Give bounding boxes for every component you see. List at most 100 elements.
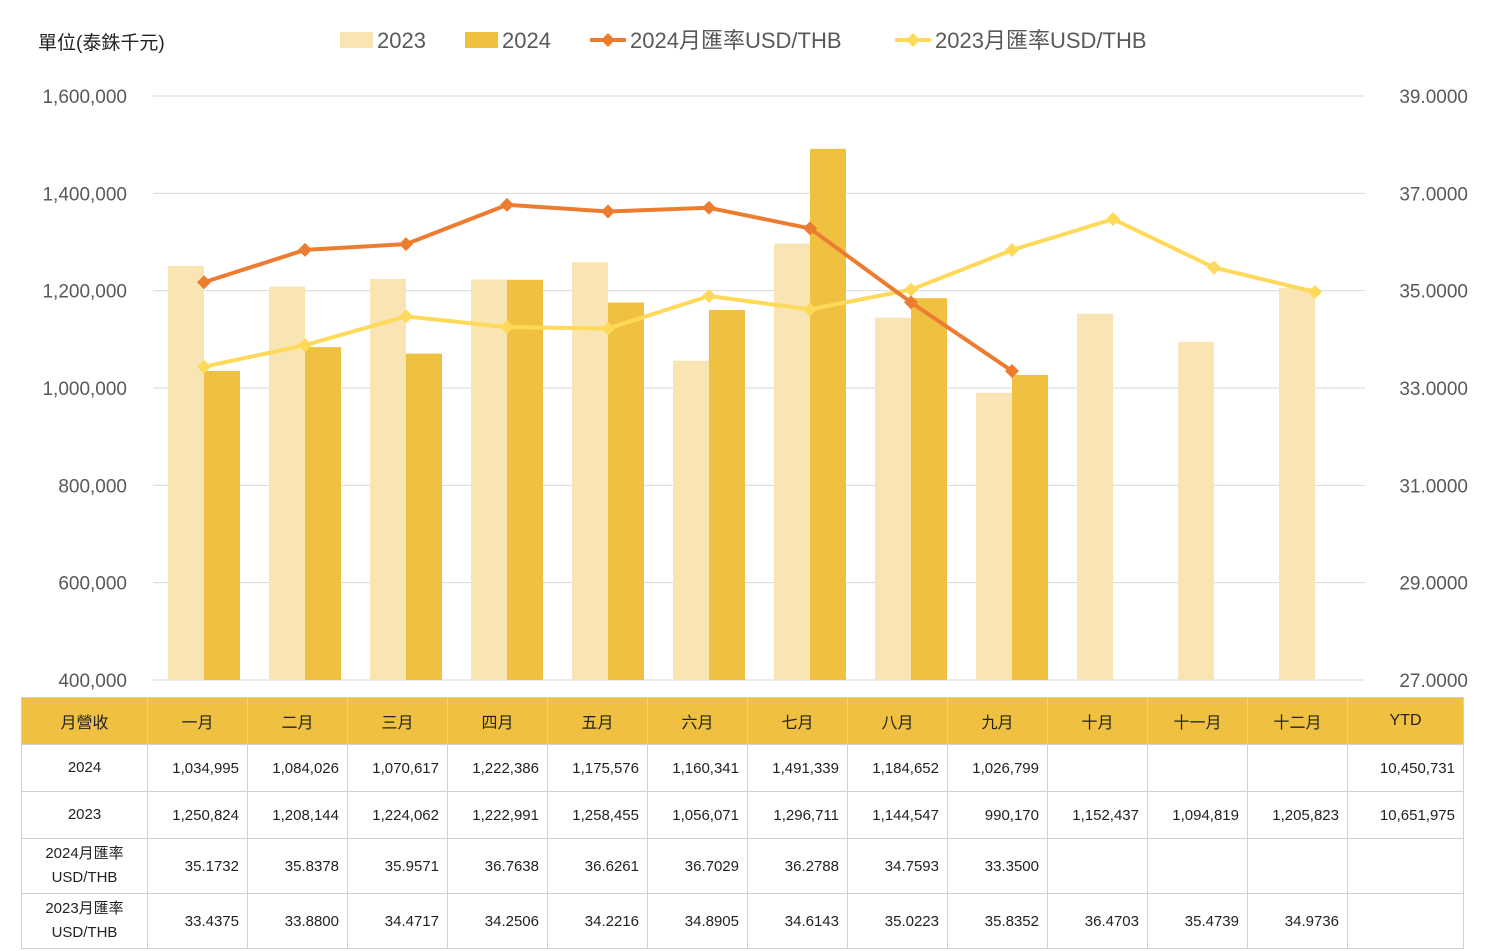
bar-2024-8	[1012, 374, 1048, 680]
legend-swatch-2023	[340, 32, 373, 48]
point-2023月匯率USD/THB-1	[298, 338, 312, 353]
y-right-tick-label: 37.0000	[1399, 184, 1468, 205]
table-cell	[1347, 893, 1464, 949]
bar-2024-5	[709, 309, 745, 680]
bar-2024-7	[911, 298, 947, 680]
table-cell: 34.6143	[747, 893, 848, 949]
table-cell	[1147, 838, 1248, 894]
point-2024月匯率USD/THB-1	[298, 242, 312, 257]
table-cell: 34.7593	[847, 838, 948, 894]
table-cell: 36.7029	[647, 838, 748, 894]
bar-2024-0	[204, 370, 240, 680]
bar-2023-11	[1279, 287, 1315, 680]
y-right-tick-label: 31.0000	[1399, 476, 1468, 497]
table-header-cell: 四月	[447, 697, 548, 745]
table-header-cell: 九月	[947, 697, 1048, 745]
point-2024月匯率USD/THB-0	[197, 275, 211, 290]
point-2024月匯率USD/THB-2	[399, 237, 413, 252]
table-row-label: 2023	[21, 791, 148, 839]
legend-label-2024月匯率USD/THB: 2024月匯率USD/THB	[630, 28, 842, 53]
table-header-cell: 一月	[147, 697, 248, 745]
point-2024月匯率USD/THB-7	[904, 295, 918, 310]
table-cell: 33.4375	[147, 893, 248, 949]
table-header-cell: 三月	[347, 697, 448, 745]
y-left-tick-label: 800,000	[58, 476, 127, 497]
table-cell: 1,094,819	[1147, 791, 1248, 839]
table-cell: 34.8905	[647, 893, 748, 949]
y-axis-right: 27.0000 29.0000 31.0000 33.0000 35.0000 37.00…	[1399, 87, 1468, 692]
bar-2024-6	[810, 148, 846, 680]
table-cell	[1247, 838, 1348, 894]
bar-2023-3	[471, 279, 507, 680]
bar-2024-1	[305, 347, 341, 680]
table-cell: 1,160,341	[647, 744, 748, 792]
y-left-tick-label: 1,400,000	[42, 184, 127, 205]
y-left-tick-label: 1,600,000	[42, 87, 127, 108]
bar-2024-4	[608, 302, 644, 680]
table-header-label: 月營收	[21, 697, 148, 745]
table-row-label: 2024	[21, 744, 148, 792]
y-right-tick-label: 33.0000	[1399, 379, 1468, 400]
table-header-cell: 十一月	[1147, 697, 1248, 745]
table-cell: 10,651,975	[1347, 791, 1464, 839]
table-cell: 1,208,144	[247, 791, 348, 839]
data-table: 月營收 一月 二月 三月 四月 五月 六月 七月 八月 九月 十月 十一月 十二月 YTD 2024 1,0…	[21, 697, 1464, 949]
y-axis-left: 400,000 600,000 800,000 1,000,000 1,200,000 1…	[42, 87, 127, 692]
table-cell	[1247, 744, 1348, 792]
table-cell	[1147, 744, 1248, 792]
bars	[168, 148, 1315, 680]
bar-2024-3	[507, 279, 543, 680]
bar-2023-0	[168, 265, 204, 680]
table-cell: 1,296,711	[747, 791, 848, 839]
point-2023月匯率USD/THB-7	[904, 282, 918, 297]
table-header-cell: 七月	[747, 697, 848, 745]
legend-label-2024: 2024	[502, 28, 551, 53]
table-cell: 1,222,991	[447, 791, 548, 839]
bar-2023-2	[370, 278, 406, 680]
table-row: 2023 1,250,824 1,208,144 1,224,062 1,222,991…	[21, 791, 1464, 839]
table-row: 2024月匯率 USD/THB 35.1732 35.8378 35.9571 36.76…	[21, 838, 1464, 894]
bar-2023-8	[976, 392, 1012, 680]
point-2023月匯率USD/THB-6	[803, 302, 817, 317]
table-header-cell: 二月	[247, 697, 348, 745]
bar-2023-10	[1178, 341, 1214, 680]
table-cell: 1,152,437	[1047, 791, 1148, 839]
bar-2023-4	[572, 262, 608, 680]
table-header-cell: YTD	[1347, 697, 1464, 745]
table-row: 2024 1,034,995 1,084,026 1,070,617 1,222,386…	[21, 744, 1464, 792]
table-cell: 34.2216	[547, 893, 648, 949]
table-cell: 35.8352	[947, 893, 1048, 949]
table-cell: 1,222,386	[447, 744, 548, 792]
legend-swatch-2024	[465, 32, 498, 48]
point-2024月匯率USD/THB-5	[702, 200, 716, 215]
table-header-cell: 六月	[647, 697, 748, 745]
table-cell: 1,034,995	[147, 744, 248, 792]
table-header-cell: 十月	[1047, 697, 1148, 745]
table-cell: 35.0223	[847, 893, 948, 949]
point-2023月匯率USD/THB-0	[197, 359, 211, 374]
table-cell: 1,056,071	[647, 791, 748, 839]
point-2023月匯率USD/THB-11	[1308, 284, 1322, 299]
combo-chart: 400,000 600,000 800,000 1,000,000 1,200,000 1…	[42, 28, 1468, 692]
bar-2023-7	[875, 317, 911, 680]
gridlines	[153, 95, 1365, 681]
lines	[197, 197, 1322, 378]
point-2024月匯率USD/THB-3	[500, 197, 514, 212]
table-cell: 1,491,339	[747, 744, 848, 792]
table-cell: 36.6261	[547, 838, 648, 894]
table-cell: 34.2506	[447, 893, 548, 949]
table-cell	[1047, 744, 1148, 792]
y-right-tick-label: 39.0000	[1399, 87, 1468, 108]
table-cell: 33.3500	[947, 838, 1048, 894]
table-header-cell: 八月	[847, 697, 948, 745]
unit-label: 單位(泰銖千元)	[38, 33, 165, 54]
legend-marker-2023月匯率USD/THB	[906, 33, 920, 47]
table-cell: 34.9736	[1247, 893, 1348, 949]
table-cell: 1,258,455	[547, 791, 648, 839]
table-cell: 36.4703	[1047, 893, 1148, 949]
point-2023月匯率USD/THB-3	[500, 320, 514, 335]
table-cell: 1,175,576	[547, 744, 648, 792]
table-cell: 1,184,652	[847, 744, 948, 792]
table-cell: 34.4717	[347, 893, 448, 949]
point-2024月匯率USD/THB-4	[601, 204, 615, 219]
